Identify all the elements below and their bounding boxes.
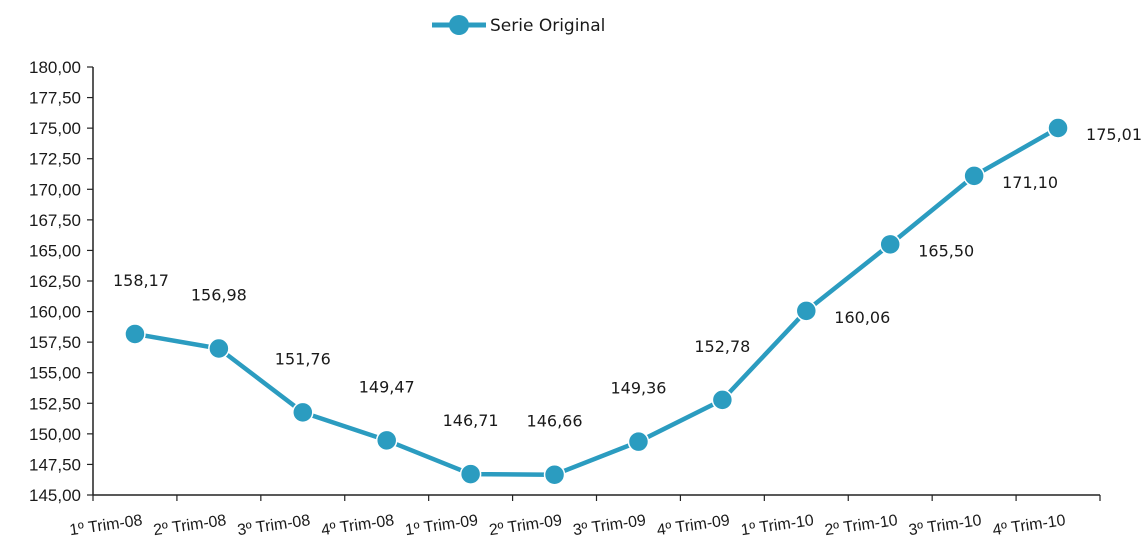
data-point <box>879 233 901 256</box>
y-tick-label: 162,50 <box>29 272 81 291</box>
legend-series-name: Serie Original <box>490 16 605 36</box>
y-tick-label: 145,00 <box>29 486 81 505</box>
data-label: 149,36 <box>610 379 666 398</box>
data-label: 146,66 <box>527 412 583 431</box>
data-labels: 158,17 156,98 151,76 149,47 146,71 146,66 149,… <box>113 125 1142 431</box>
x-tick-label: 3º Trim-10 <box>908 512 983 539</box>
data-label: 156,98 <box>191 286 247 305</box>
y-tick-label: 150,00 <box>29 425 81 444</box>
series-line <box>132 125 1061 477</box>
data-label: 152,78 <box>694 337 750 356</box>
data-point <box>963 165 985 187</box>
data-point <box>208 337 230 360</box>
data-label: 160,06 <box>834 308 890 327</box>
x-tick-label: 4º Trim-08 <box>320 512 395 539</box>
data-point <box>124 323 146 345</box>
data-point <box>459 463 482 485</box>
x-tick-label: 2º Trim-09 <box>488 512 563 539</box>
legend-dot-marker <box>449 15 469 35</box>
series-serie-original <box>124 117 1069 486</box>
y-tick-label: 160,00 <box>29 303 81 322</box>
x-tick-label: 1º Trim-09 <box>404 512 479 539</box>
y-tick-label: 167,50 <box>29 211 81 230</box>
x-tick-label: 3º Trim-08 <box>236 512 311 539</box>
x-ticks: 1º Trim-08 2º Trim-08 3º Trim-08 4º Trim-08… <box>68 495 1101 539</box>
data-label: 158,17 <box>113 271 169 290</box>
data-label: 149,47 <box>359 377 415 396</box>
y-tick-label: 172,50 <box>29 150 81 169</box>
data-point <box>795 300 818 322</box>
y-tick-label: 170,00 <box>29 180 81 199</box>
data-label: 165,50 <box>918 241 974 260</box>
y-tick-label: 152,50 <box>29 394 81 413</box>
data-point <box>375 429 398 452</box>
data-point <box>1047 117 1069 139</box>
legend: Serie Original <box>432 15 605 36</box>
x-tick-label: 2º Trim-08 <box>152 512 227 539</box>
x-tick-label: 1º Trim-08 <box>68 512 143 539</box>
data-label: 151,76 <box>275 349 331 368</box>
data-point <box>292 401 314 424</box>
axes <box>92 67 1100 496</box>
data-point <box>627 430 650 453</box>
x-tick-label: 4º Trim-09 <box>656 512 731 539</box>
data-label: 146,71 <box>443 411 499 430</box>
y-tick-label: 147,50 <box>29 455 81 474</box>
x-tick-label: 4º Trim-10 <box>992 512 1067 539</box>
y-tick-label: 180,00 <box>29 58 81 77</box>
x-tick-label: 2º Trim-10 <box>824 512 899 539</box>
x-tick-label: 3º Trim-09 <box>572 512 647 539</box>
x-tick-label: 1º Trim-10 <box>740 512 815 539</box>
y-tick-label: 155,00 <box>29 364 81 383</box>
data-label: 175,01 <box>1086 125 1142 144</box>
y-tick-label: 157,50 <box>29 333 81 352</box>
y-tick-label: 177,50 <box>29 89 81 108</box>
data-label: 171,10 <box>1002 173 1058 192</box>
y-tick-label: 175,00 <box>29 119 81 138</box>
y-ticks: 145,00 147,50 150,00 152,50 155,00 157,50 160,… <box>29 58 93 505</box>
y-tick-label: 165,00 <box>29 241 81 260</box>
data-point <box>711 389 734 411</box>
data-point <box>543 463 566 486</box>
